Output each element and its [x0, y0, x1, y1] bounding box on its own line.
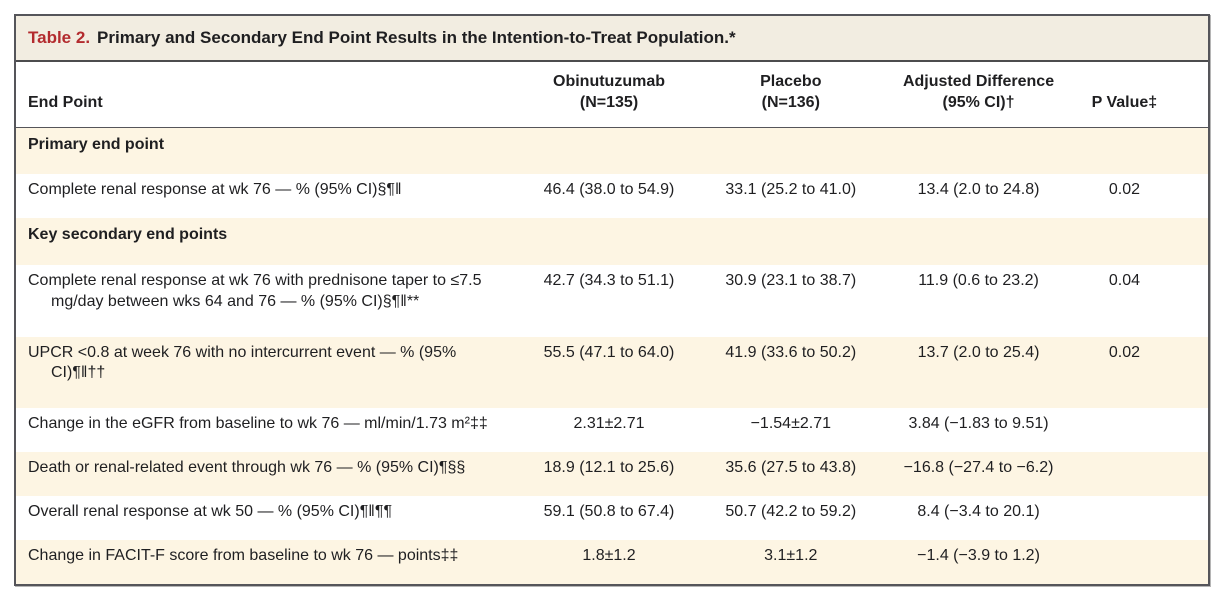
value-cell: 59.1 (50.8 to 67.4) [543, 503, 675, 521]
table-row: Complete renal response at wk 76 with pr… [16, 265, 1208, 337]
column-header: End Point [16, 62, 517, 128]
value-cell: 30.9 (23.1 to 38.7) [725, 271, 857, 289]
table-row: Change in the eGFR from baseline to wk 7… [16, 408, 1208, 452]
results-table-card: Table 2. Primary and Secondary End Point… [14, 14, 1210, 586]
table-row: Death or renal-related event through wk … [16, 452, 1208, 497]
value-cell: 35.6 (27.5 to 43.8) [701, 452, 881, 497]
column-header: P Value‡ [1076, 62, 1208, 128]
endpoint-label: Complete renal response at wk 76 — % (95… [28, 181, 402, 199]
value-cell: 13.7 (2.0 to 25.4) [880, 336, 1077, 409]
value-cell: 2.31±2.71 [573, 415, 645, 433]
value-cell: −1.54±2.71 [750, 415, 831, 433]
table-number-label: Table 2. [28, 28, 91, 47]
value-cell: 50.7 (42.2 to 59.2) [725, 503, 857, 521]
value-cell: −1.4 (−3.9 to 1.2) [880, 540, 1077, 584]
endpoint-label: Death or renal-related event through wk … [16, 452, 517, 497]
column-header-line: Obinutuzumab [553, 73, 665, 90]
value-cell [1077, 496, 1208, 540]
section-row: Primary end point [16, 127, 1208, 175]
value-cell: 0.02 [1108, 181, 1140, 199]
column-header: Adjusted Difference (95% CI)† [880, 62, 1077, 128]
value-cell: 33.1 (25.2 to 41.0) [725, 181, 857, 199]
column-header-line: (N=135) [579, 93, 639, 111]
section-row: Key secondary end points [16, 218, 1208, 265]
value-cell: 18.9 (12.1 to 25.6) [516, 452, 702, 497]
table-row: Overall renal response at wk 50 — % (95%… [16, 496, 1208, 540]
column-header: Obinutuzumab (N=135) [516, 62, 702, 128]
table-row: UPCR <0.8 at week 76 with no intercurren… [16, 336, 1208, 409]
endpoint-label: Overall renal response at wk 50 — % (95%… [28, 503, 393, 521]
value-cell: 41.9 (33.6 to 50.2) [701, 336, 881, 409]
endpoint-label: Change in the eGFR from baseline to wk 7… [28, 415, 488, 433]
value-cell [1077, 408, 1208, 452]
value-cell: 42.7 (34.3 to 51.1) [543, 271, 675, 289]
table-body: Primary end point Complete renal response… [16, 127, 1208, 584]
column-header-line: (N=136) [761, 93, 820, 111]
endpoint-label: Complete renal response at wk 76 with pr… [28, 271, 482, 310]
column-header-line: End Point [28, 93, 103, 111]
table-grid: End Point Obinutuzumab (N=135) Placebo (N=13… [16, 62, 1208, 584]
column-header-line: Placebo [760, 73, 822, 90]
value-cell: −16.8 (−27.4 to −6.2) [880, 452, 1077, 497]
value-cell: 0.02 [1076, 336, 1208, 409]
value-cell: 0.04 [1108, 271, 1140, 289]
column-header-line: P Value‡ [1091, 93, 1158, 111]
column-header: Placebo (N=136) [701, 62, 881, 128]
table-row: Complete renal response at wk 76 — % (95… [16, 174, 1208, 218]
value-cell [1076, 452, 1208, 497]
value-cell: 11.9 (0.6 to 23.2) [918, 271, 1039, 289]
table-header: End Point Obinutuzumab (N=135) Placebo (N=13… [16, 62, 1208, 128]
value-cell: 3.1±1.2 [701, 540, 881, 584]
value-cell: 8.4 (−3.4 to 20.1) [917, 503, 1040, 521]
table-title: Table 2. Primary and Secondary End Point… [16, 16, 1208, 62]
value-cell: 46.4 (38.0 to 54.9) [543, 181, 675, 199]
value-cell: 3.84 (−1.83 to 9.51) [908, 415, 1049, 433]
value-cell [1076, 540, 1208, 584]
column-header-line: Adjusted Difference [902, 73, 1055, 90]
header-row: End Point Obinutuzumab (N=135) Placebo (N=13… [16, 62, 1208, 128]
section-label: Key secondary end points [16, 218, 1208, 265]
endpoint-label: UPCR <0.8 at week 76 with no intercurren… [16, 336, 517, 409]
column-header-line: (95% CI)† [942, 93, 1015, 111]
endpoint-label: Change in FACIT-F score from baseline to… [16, 540, 517, 584]
value-cell: 13.4 (2.0 to 24.8) [917, 181, 1040, 199]
table-row: Change in FACIT-F score from baseline to… [16, 540, 1208, 584]
endpoint-results-table: End Point Obinutuzumab (N=135) Placebo (N=13… [16, 62, 1208, 584]
section-label: Primary end point [16, 127, 1208, 175]
value-cell: 55.5 (47.1 to 64.0) [516, 336, 702, 409]
value-cell: 1.8±1.2 [516, 540, 702, 584]
table-title-text: Primary and Secondary End Point Results … [97, 28, 736, 47]
